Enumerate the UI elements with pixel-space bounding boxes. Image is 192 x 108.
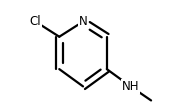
Text: Cl: Cl bbox=[30, 15, 41, 28]
Text: N: N bbox=[79, 15, 87, 28]
Text: NH: NH bbox=[122, 80, 139, 93]
